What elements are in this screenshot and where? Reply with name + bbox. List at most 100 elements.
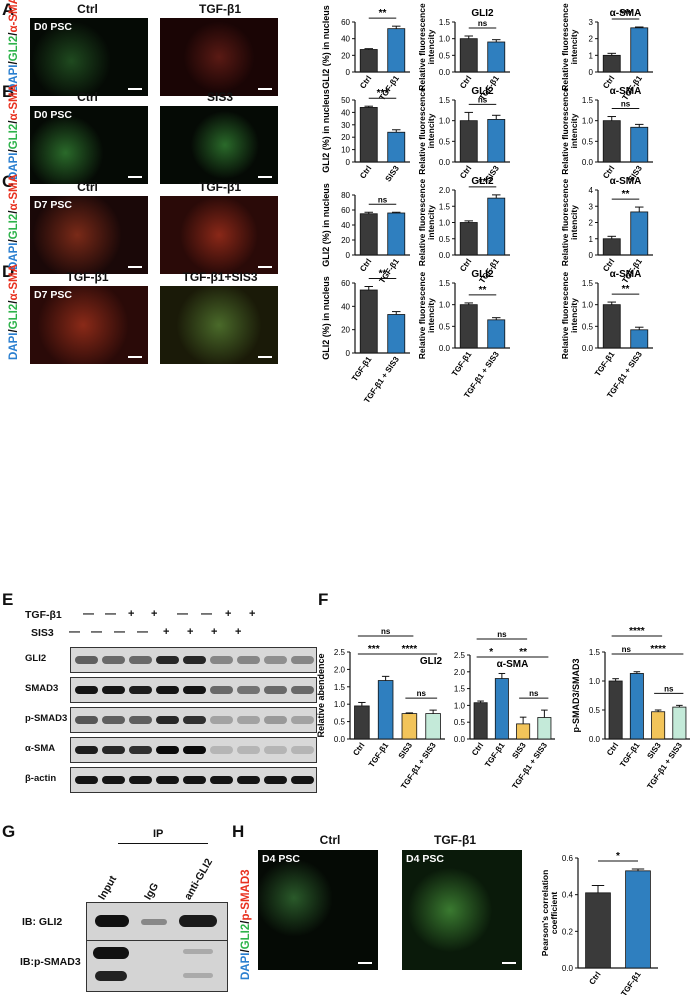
tgf-sign-4: —: [177, 608, 188, 620]
x-tick-label-D3-0: TGF-β1: [593, 350, 617, 379]
sis3-sign-6: +: [211, 626, 218, 638]
y-tick-label-C1-1: 20: [341, 236, 350, 245]
ylabel-D3-b: intencity: [569, 298, 579, 333]
y-tick-label-B2-3: 1.5: [439, 96, 451, 105]
x-tick-label-F2-0: Ctrl: [470, 741, 485, 757]
ip-blot-gli2: [86, 902, 228, 942]
y-tick-label-C1-4: 80: [341, 191, 350, 200]
title-B3: α-SMA: [610, 86, 642, 97]
micro-h-ctrl: D4 PSC: [258, 850, 378, 970]
sis3-sign-4: +: [163, 626, 170, 638]
y-tick-label-B1-4: 40: [341, 108, 350, 117]
row-0-right-header: TGF-β1: [199, 2, 241, 16]
x-tick-label-F1-2: SIS3: [397, 741, 415, 761]
sig-label-F1-1: ****: [402, 644, 418, 655]
bar-D3-1: [630, 329, 649, 349]
panel-letter-c: C: [2, 172, 15, 191]
ylabel-B2-a: Relative fluorescence: [417, 87, 427, 175]
y-tick-label-D3-0: 0.0: [582, 344, 594, 353]
sig-label-A2-0: ns: [478, 19, 488, 28]
cell-tag: D0 PSC: [34, 21, 72, 33]
x-tick-label-F3-0: Ctrl: [605, 741, 620, 757]
tgf-sign-7: +: [249, 608, 256, 620]
micro-0-left: D0 PSC: [30, 18, 148, 96]
y-tick-label-D1-0: 0: [346, 349, 351, 358]
ip-lane-2: anti-GLI2: [182, 856, 216, 902]
sig-label-F3-3: ns: [664, 684, 674, 693]
sig-label-B1-0: ***: [377, 88, 389, 99]
band-label-0: GLI2: [25, 653, 47, 664]
x-tick-label-B1-0: Ctrl: [358, 164, 373, 180]
sig-label-H1-0: *: [616, 851, 620, 862]
bar-B2-1: [487, 119, 506, 163]
y-tick-label-A3-0: 0: [589, 68, 594, 77]
blot-row-1: [70, 677, 317, 703]
ylabel-C3-b: intencity: [569, 205, 579, 240]
bar-B1-1: [387, 131, 406, 163]
bar-F2-3: [537, 717, 552, 740]
bar-F2-0: [473, 702, 488, 740]
y-tick-label-A3-2: 2: [589, 35, 594, 44]
x-tick-label-F1-1: TGF-β1: [367, 741, 391, 770]
y-tick-label-A1-0: 0: [346, 68, 351, 77]
sig-label-B2-0: ns: [478, 95, 488, 104]
y-tick-label-F1-0: 0.0: [334, 735, 346, 744]
micro-3-right: [160, 286, 278, 364]
ylabel-D3-a: Relative fluorescence: [560, 272, 570, 360]
y-tick-label-H1-1: 0.2: [562, 927, 574, 936]
y-tick-label-F1-4: 2.0: [334, 665, 346, 674]
treat-label-tgf: TGF-β1: [25, 609, 62, 621]
ylabel-D1: GLI2 (%) in nucleus: [321, 276, 331, 360]
bar-F2-1: [494, 678, 509, 740]
x-tick-label-F2-1: TGF-β1: [483, 741, 507, 770]
ip-header: IP: [153, 828, 164, 840]
panel-letter-b: B: [2, 82, 15, 101]
sig-label-C2-0: **: [479, 177, 487, 188]
sig-label-F2-2: ns: [497, 630, 507, 639]
panel-letter-e: E: [2, 590, 14, 609]
ylabel-A2-b: intencity: [426, 29, 436, 64]
row-0-left-header: Ctrl: [77, 2, 98, 16]
bar-D2-0: [459, 304, 478, 349]
bar-A1-1: [387, 28, 406, 73]
bar-A3-0: [602, 54, 621, 73]
y-tick-label-F2-0: 0.0: [454, 735, 466, 744]
y-tick-label-A1-3: 60: [341, 18, 350, 27]
bar-A3-1: [630, 27, 649, 73]
y-tick-label-A1-2: 40: [341, 35, 350, 44]
title-B2: GLI2: [471, 86, 494, 97]
band-label-1: SMAD3: [25, 683, 59, 694]
ylabel-H1-b: coefficient: [549, 892, 559, 935]
y-tick-label-F1-3: 1.5: [334, 683, 346, 692]
bar-F3-1: [629, 673, 644, 740]
y-tick-label-C1-0: 0: [346, 251, 351, 260]
ip-blot-psmad3: [86, 940, 228, 992]
micro-1-left: D0 PSC: [30, 106, 148, 184]
h-right-header: TGF-β1: [434, 833, 476, 847]
y-tick-label-C2-3: 1.5: [439, 202, 451, 211]
bar-C2-1: [487, 197, 506, 256]
y-tick-label-F1-2: 1.0: [334, 700, 346, 709]
sig-label-F1-0: ***: [368, 644, 380, 655]
micro-2-left: D7 PSC: [30, 196, 148, 274]
ylabel-C2-a: Relative fluorescence: [417, 179, 427, 267]
ylabel-B2-b: intencity: [426, 113, 436, 148]
y-tick-label-D1-1: 20: [341, 326, 350, 335]
y-tick-label-F1-1: 0.5: [334, 718, 346, 727]
bar-B3-1: [630, 126, 649, 163]
tgf-sign-2: +: [128, 608, 135, 620]
tgf-sign-3: +: [151, 608, 158, 620]
sig-label-F3-1: ****: [650, 644, 666, 655]
x-tick-label-H1-1: TGF-β1: [619, 970, 643, 995]
micro-0-right: [160, 18, 278, 96]
row-1-right-header: SIS3: [206, 90, 233, 104]
sig-label-F3-2: ****: [629, 626, 645, 637]
micro-2-right: [160, 196, 278, 274]
x-tick-label-F1-0: Ctrl: [351, 741, 366, 757]
sig-label-D3-0: **: [622, 284, 630, 295]
bar-F3-3: [672, 706, 687, 740]
bar-A1-0: [359, 49, 378, 73]
panel-letter-h: H: [232, 822, 245, 841]
y-tick-label-F3-3: 1.5: [589, 648, 601, 657]
